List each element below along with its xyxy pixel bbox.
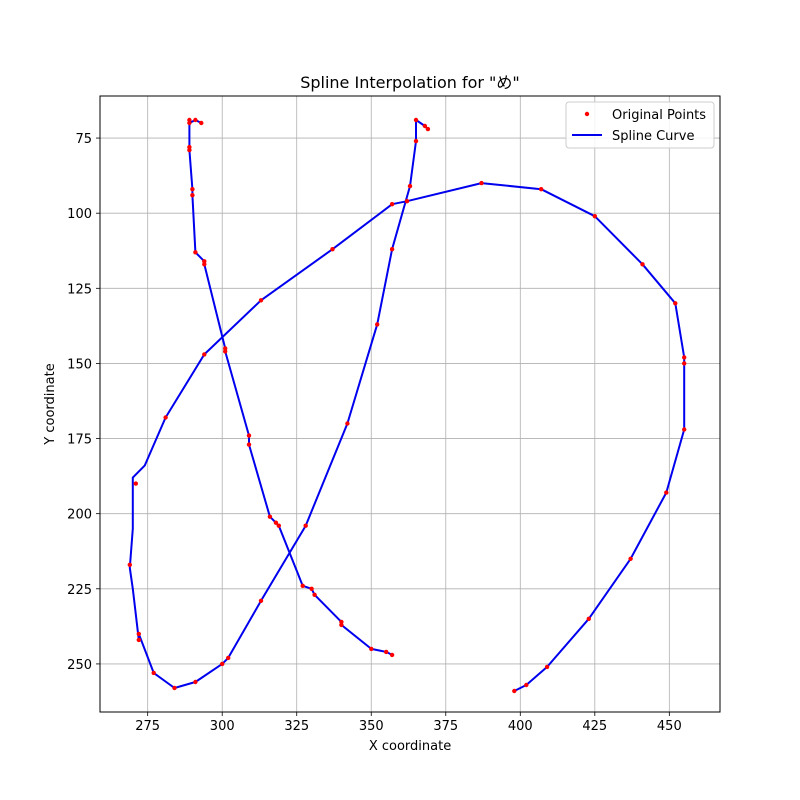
original-point (193, 117, 198, 123)
original-point (389, 652, 395, 658)
original-point (682, 427, 687, 432)
original-point (330, 247, 335, 252)
original-point (425, 126, 431, 132)
y-tick-label: 200 (67, 508, 92, 523)
original-point (422, 123, 428, 129)
original-point (273, 520, 279, 525)
x-tick-label: 375 (433, 719, 458, 734)
original-point (673, 301, 678, 306)
x-tick-label: 325 (284, 719, 309, 734)
x-tick-label: 450 (657, 719, 682, 734)
original-point (133, 481, 138, 486)
original-point (682, 361, 687, 366)
original-point (190, 193, 195, 198)
legend: Original Points Spline Curve (565, 101, 715, 149)
spline-curve-segment (128, 119, 686, 692)
original-point (202, 262, 207, 267)
original-point (300, 583, 305, 588)
original-point (193, 679, 198, 685)
original-point (136, 631, 141, 637)
original-points (127, 117, 687, 694)
original-point (267, 514, 273, 519)
y-tick-label: 150 (67, 357, 92, 372)
original-point (163, 415, 168, 420)
original-point (220, 661, 225, 667)
original-point (190, 187, 195, 192)
grid (100, 96, 720, 712)
original-point (640, 262, 645, 267)
legend-label-spline-curve: Spline Curve (612, 129, 694, 144)
original-point (544, 664, 550, 670)
original-point (512, 688, 517, 694)
legend-box (565, 101, 715, 149)
original-point (151, 670, 156, 676)
original-point (223, 349, 228, 354)
original-point (375, 322, 380, 327)
legend-label-original-points: Original Points (612, 108, 706, 123)
original-point (404, 199, 410, 204)
original-point (664, 490, 669, 495)
axis-ticks: 275 300 325 350 375 400 425 450 75 100 125 150 175 20… (67, 132, 682, 734)
x-tick-label: 400 (508, 719, 533, 734)
original-point (258, 298, 264, 303)
y-axis-label: Y coordinate (43, 363, 58, 445)
original-point (136, 637, 141, 643)
original-point (682, 355, 687, 360)
original-point (172, 685, 177, 691)
original-point (202, 352, 207, 357)
original-point (384, 649, 389, 655)
original-point (187, 144, 192, 150)
original-point (389, 247, 395, 252)
original-point (369, 646, 374, 652)
original-point (586, 616, 591, 621)
plot-frame (99, 95, 721, 713)
original-point (193, 250, 198, 255)
original-point (628, 556, 633, 561)
original-point (199, 120, 204, 126)
y-tick-label: 175 (67, 433, 92, 448)
y-tick-label: 250 (67, 658, 92, 673)
original-point (345, 421, 350, 426)
original-point (276, 523, 281, 528)
original-point (413, 117, 419, 123)
chart-title: Spline Interpolation for "め" (300, 73, 520, 92)
x-tick-label: 300 (210, 719, 235, 734)
original-point (127, 562, 132, 567)
original-point (187, 120, 192, 126)
original-point (389, 202, 395, 207)
original-point (539, 187, 544, 192)
original-point (303, 523, 308, 528)
x-tick-label: 275 (135, 719, 160, 734)
x-tick-label: 425 (582, 719, 607, 734)
original-point (312, 592, 317, 597)
original-point (339, 622, 344, 628)
original-point (413, 138, 419, 144)
original-point (524, 682, 529, 688)
y-tick-label: 75 (75, 132, 92, 147)
original-point (246, 433, 252, 438)
x-tick-label: 350 (359, 719, 384, 734)
y-tick-label: 125 (67, 282, 92, 297)
original-point (479, 180, 484, 186)
legend-marker-original-points (584, 111, 590, 117)
original-point (226, 655, 231, 661)
original-point (592, 214, 597, 219)
y-tick-label: 225 (67, 583, 92, 598)
original-point (309, 586, 314, 591)
y-tick-label: 100 (67, 207, 92, 222)
x-axis-label: X coordinate (369, 739, 451, 754)
original-point (258, 598, 264, 603)
original-point (246, 442, 252, 447)
original-point (407, 183, 413, 189)
